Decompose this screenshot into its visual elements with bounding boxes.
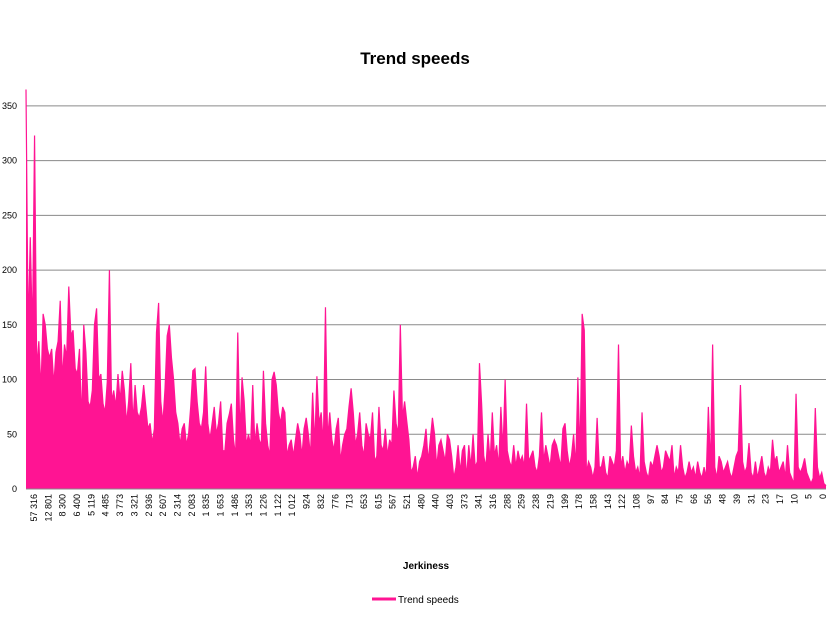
y-tick-label: 50 <box>7 429 17 439</box>
x-tick-label: 2 314 <box>173 494 183 517</box>
x-axis-label: Jerkiness <box>403 561 450 572</box>
x-tick-label: 259 <box>517 494 527 509</box>
y-tick-label: 0 <box>12 484 17 494</box>
x-tick-label: 1 012 <box>287 494 297 517</box>
x-tick-label: 97 <box>646 494 656 504</box>
x-tick-label: 12 801 <box>43 494 53 522</box>
x-tick-label: 238 <box>531 494 541 509</box>
y-tick-label: 300 <box>2 156 17 166</box>
x-tick-label: 316 <box>488 494 498 509</box>
y-tick-label: 250 <box>2 210 17 220</box>
x-tick-label: 615 <box>373 494 383 509</box>
x-tick-label: 1 653 <box>216 494 226 517</box>
gridlines <box>26 105 826 435</box>
x-tick-label: 23 <box>761 494 771 504</box>
x-tick-label: 3 773 <box>115 494 125 517</box>
x-tick-label: 832 <box>316 494 326 509</box>
y-tick-label: 350 <box>2 101 17 111</box>
x-tick-label: 288 <box>502 494 512 509</box>
x-tick-label: 2 607 <box>158 494 168 517</box>
x-tick-label: 653 <box>359 494 369 509</box>
legend-label: Trend speeds <box>398 595 459 606</box>
x-tick-label: 48 <box>718 494 728 504</box>
series-line <box>25 89 827 487</box>
x-tick-label: 521 <box>402 494 412 509</box>
x-tick-label: 84 <box>660 494 670 504</box>
x-tick-label: 0 <box>818 494 828 499</box>
x-tick-label: 1 226 <box>259 494 269 517</box>
x-tick-label: 66 <box>689 494 699 504</box>
x-tick-label: 5 <box>804 494 814 499</box>
y-tick-label: 150 <box>2 320 17 330</box>
x-tick-label: 403 <box>445 494 455 509</box>
series-area <box>26 89 826 489</box>
x-tick-label: 1 486 <box>230 494 240 517</box>
y-axis: 0 50 100 150 200 250 300 350 <box>2 101 17 494</box>
x-tick-label: 108 <box>632 494 642 509</box>
x-tick-label: 713 <box>345 494 355 509</box>
x-tick-label: 776 <box>330 494 340 509</box>
x-tick-label: 4 485 <box>101 494 111 517</box>
y-tick-label: 100 <box>2 375 17 385</box>
x-tick-label: 8 300 <box>58 494 68 517</box>
plot-area <box>25 89 827 489</box>
x-tick-label: 178 <box>574 494 584 509</box>
x-tick-label: 10 <box>789 494 799 504</box>
x-tick-label: 143 <box>603 494 613 509</box>
legend: Trend speeds <box>372 595 459 606</box>
x-tick-label: 1 122 <box>273 494 283 517</box>
x-tick-label: 1 835 <box>201 494 211 517</box>
x-tick-label: 440 <box>431 494 441 509</box>
x-tick-label: 31 <box>746 494 756 504</box>
x-tick-label: 567 <box>388 494 398 509</box>
x-tick-label: 2 936 <box>144 494 154 517</box>
x-tick-label: 17 <box>775 494 785 504</box>
x-tick-label: 6 400 <box>72 494 82 517</box>
x-tick-label: 199 <box>560 494 570 509</box>
x-tick-label: 1 353 <box>244 494 254 517</box>
x-tick-label: 75 <box>675 494 685 504</box>
x-tick-label: 2 083 <box>187 494 197 517</box>
x-axis: 57 316 12 801 8 300 6 400 5 119 4 485 3 773 3 3… <box>29 494 828 522</box>
x-tick-label: 480 <box>416 494 426 509</box>
x-tick-label: 56 <box>703 494 713 504</box>
x-tick-label: 122 <box>617 494 627 509</box>
x-tick-label: 3 321 <box>129 494 139 517</box>
x-tick-label: 39 <box>732 494 742 504</box>
x-tick-label: 341 <box>474 494 484 509</box>
y-tick-label: 200 <box>2 265 17 275</box>
x-tick-label: 924 <box>302 494 312 509</box>
chart-title: Trend speeds <box>360 49 470 68</box>
x-tick-label: 219 <box>545 494 555 509</box>
x-tick-label: 373 <box>459 494 469 509</box>
x-tick-label: 158 <box>589 494 599 509</box>
x-tick-label: 57 316 <box>29 494 39 522</box>
x-tick-label: 5 119 <box>86 494 96 516</box>
